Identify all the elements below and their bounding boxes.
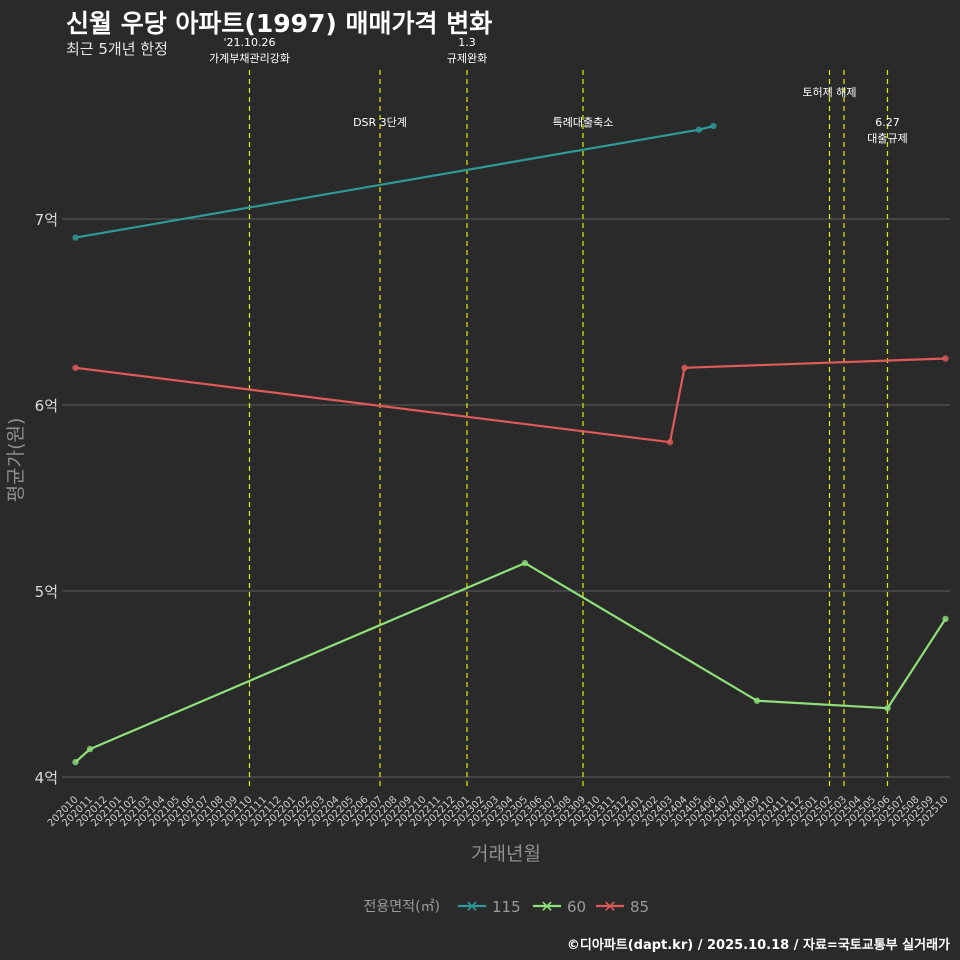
legend-label-115: 115 <box>492 898 521 916</box>
data-point-60-202409 <box>753 697 761 704</box>
data-point-60-202510 <box>942 615 949 623</box>
chart-subtitle: 최근 5개년 한정 <box>66 40 168 58</box>
legend-title: 전용면적(㎡) <box>364 899 440 915</box>
legend-key-marker-115: ✕ <box>465 897 478 916</box>
event-annotation: DSR 3단계 <box>353 116 407 129</box>
y-tick-label: 4억 <box>35 769 58 787</box>
y-tick-label: 7억 <box>35 211 58 229</box>
data-point-115-202405 <box>695 126 703 133</box>
source-caption: ©디아파트(dapt.kr) / 2025.10.18 / 자료=국토교통부 실… <box>566 938 950 953</box>
event-annotation: 6.27 <box>875 116 900 129</box>
event-annotation: 가계부채관리강화 <box>209 52 290 65</box>
data-point-60-202506 <box>884 704 891 712</box>
data-point-60-202010 <box>72 758 79 766</box>
event-annotation: 규제완화 <box>447 52 487 65</box>
y-axis-title: 평균가(원) <box>5 418 27 503</box>
event-annotation: 토허제 해제 <box>802 85 856 99</box>
event-annotation: '21.10.26 <box>223 36 275 49</box>
data-point-115-202406 <box>710 122 717 130</box>
legend-key-marker-85: ✕ <box>603 897 616 916</box>
data-point-60-202305 <box>521 559 529 567</box>
y-tick-label: 6억 <box>35 397 58 415</box>
data-point-85-202403 <box>666 439 674 446</box>
chart-title: 신월 우당 아파트(1997) 매매가격 변화 <box>66 9 493 38</box>
legend-label-85: 85 <box>630 898 649 916</box>
data-point-85-202010 <box>72 364 79 371</box>
data-point-115-202010 <box>72 234 79 241</box>
event-annotation: 특례대출축소 <box>553 116 614 129</box>
event-annotation: 1.3 <box>458 36 476 49</box>
y-tick-label: 5억 <box>35 583 58 601</box>
data-point-85-202510 <box>942 355 949 362</box>
series-line-115 <box>75 124 714 239</box>
data-point-85-202404 <box>681 364 688 371</box>
series-line-60 <box>74 561 947 763</box>
data-point-60-202011 <box>86 745 94 753</box>
x-axis-title: 거래년월 <box>471 843 541 865</box>
legend-key-marker-60: ✕ <box>540 897 553 916</box>
legend-label-60: 60 <box>567 898 586 916</box>
series-line-85 <box>75 357 946 444</box>
event-annotation: 대출규제 <box>867 132 907 145</box>
